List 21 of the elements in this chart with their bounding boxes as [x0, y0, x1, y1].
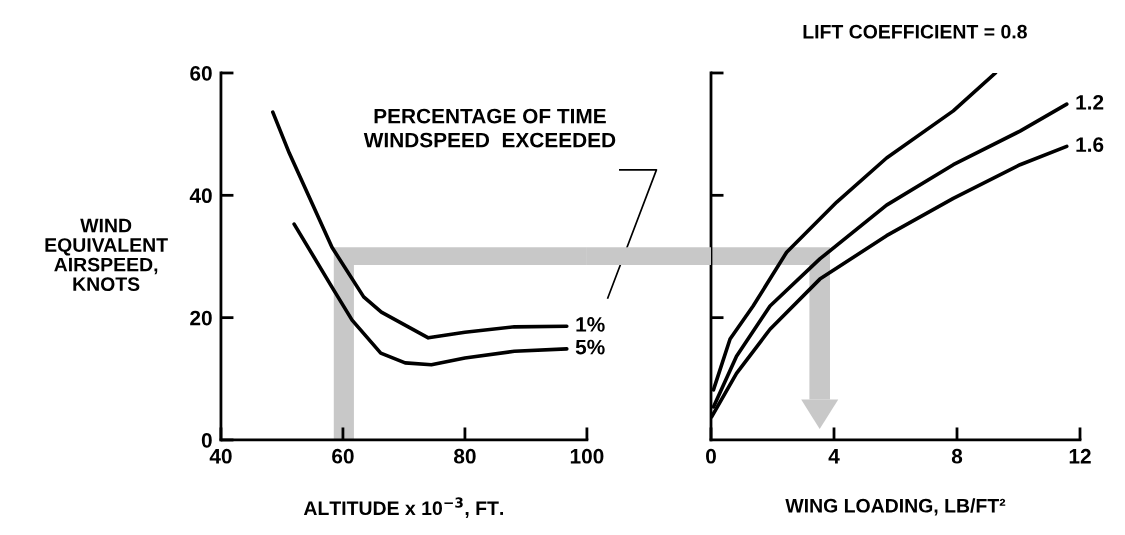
x-tick-label: 12 [1069, 448, 1091, 464]
series-label: 1% [576, 317, 605, 332]
x-tick-label: 4 [828, 449, 840, 464]
x-tick-label: 100 [570, 448, 604, 464]
series-label: 1.2 [1076, 95, 1104, 110]
y-tick-label: 40 [189, 188, 212, 204]
text: LIFT COEFFICIENT = 0.8 [803, 24, 1027, 39]
y-tick-label: 60 [190, 65, 212, 81]
y-tick-label: 0 [201, 432, 212, 448]
x-axis-title: WING LOADING, LB/FT² [785, 498, 1006, 516]
y-tick-label: 20 [190, 310, 212, 326]
x-tick-label: 40 [209, 448, 232, 464]
x-axis-title: ALTITUDE x 10$^{−3}$, FT. [303, 497, 503, 518]
x-tick-label: 8 [951, 448, 963, 464]
series-label: 5% [575, 339, 605, 355]
x-tick-label: 60 [332, 448, 354, 464]
annotation: PERCENTAGE OF TIME WINDSPEED EXCEEDED [363, 108, 616, 148]
series-label: 1.6 [1076, 137, 1104, 152]
y-axis-title: WIND EQUIVALENT AIRSPEED, KNOTS [45, 218, 168, 291]
x-tick-label: 80 [454, 448, 476, 464]
x-tick-label: 0 [706, 448, 716, 464]
